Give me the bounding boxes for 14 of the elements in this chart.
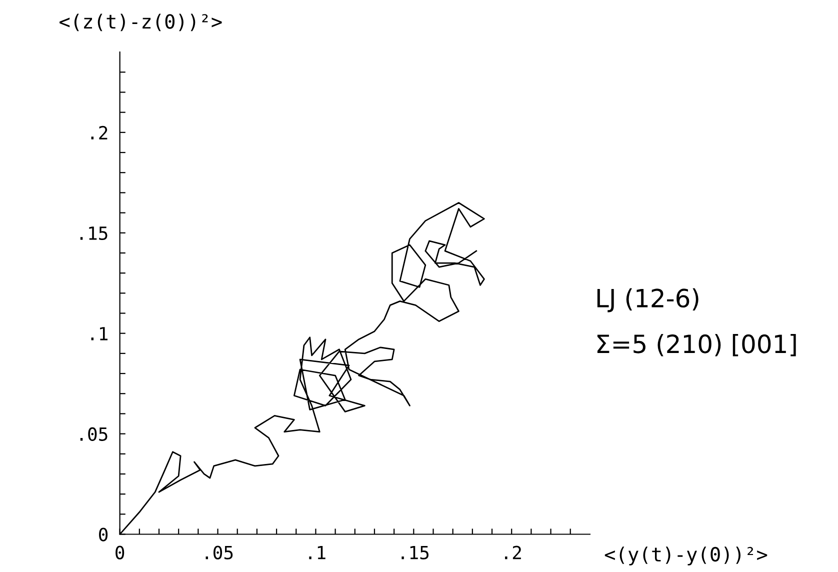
text: LJ (12-6) <box>597 288 698 312</box>
y-tick-label: .05 <box>80 427 108 441</box>
x-tick-label: .1 <box>309 546 326 560</box>
y-tick-label: .15 <box>80 226 108 240</box>
x-tick-label: .15 <box>402 546 429 560</box>
x-axis-title: <(y(t)-y(0))²> <box>604 546 768 566</box>
x-tick-label: 0 <box>116 546 124 560</box>
y-tick-label: 0 <box>99 528 108 542</box>
y-axis-title: <(z(t)-z(0))²> <box>60 14 222 32</box>
x-tick-label: .2 <box>505 546 521 560</box>
y-tick-label: .1 <box>91 327 108 340</box>
text: Σ=5 (210) [001] <box>597 334 796 356</box>
x-tick-label: .05 <box>206 546 233 560</box>
y-tick-label: .2 <box>91 126 108 140</box>
